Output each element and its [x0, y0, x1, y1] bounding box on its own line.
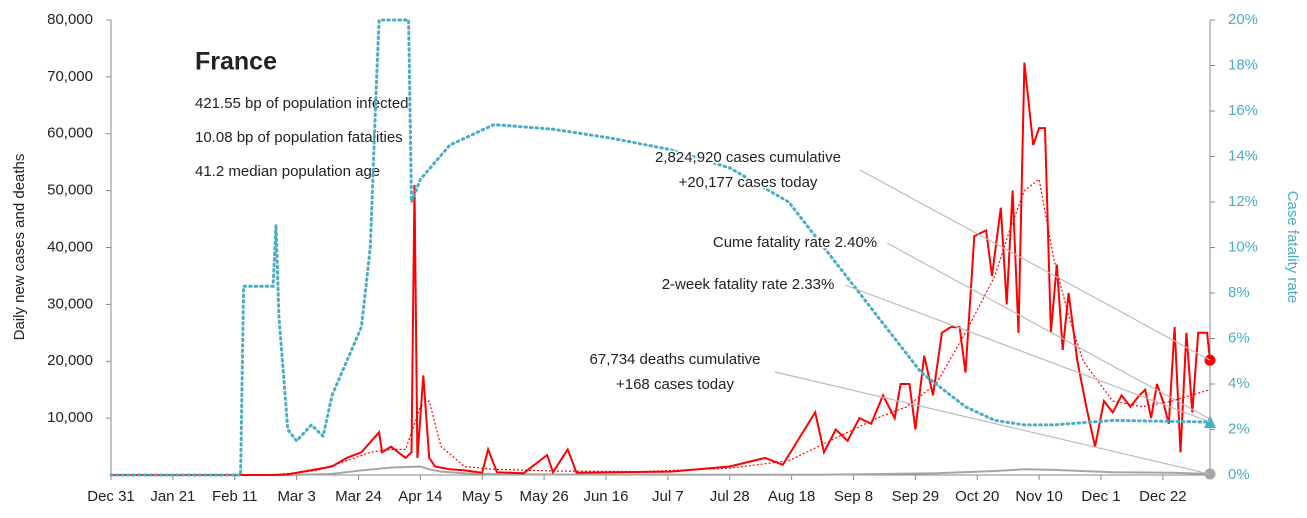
- y2-tick-label: 6%: [1228, 329, 1250, 346]
- series-line: [111, 465, 1211, 476]
- x-tick-label: Feb 11: [212, 488, 258, 505]
- y2-axis-label: Case fatality rate: [1284, 191, 1301, 304]
- y2-tick-label: 16%: [1228, 102, 1258, 119]
- annotation: 2,824,920 cases cumulative: [655, 149, 841, 166]
- leader-line: [886, 242, 1211, 420]
- x-tick-label: Apr 14: [398, 488, 442, 505]
- y-tick-label: 60,000: [47, 125, 93, 142]
- y-tick-label: 10,000: [47, 409, 93, 426]
- leader-line: [844, 284, 1211, 423]
- x-tick-label: Jul 28: [710, 488, 750, 505]
- x-tick-label: Sep 8: [834, 488, 873, 505]
- y2-tick-label: 0%: [1228, 466, 1250, 483]
- y-tick-label: 30,000: [47, 295, 93, 312]
- x-tick-label: Mar 3: [277, 488, 315, 505]
- x-tick-label: Mar 24: [335, 488, 382, 505]
- y-axis-label: Daily new cases and deaths: [11, 154, 28, 341]
- y-tick-label: 20,000: [47, 352, 93, 369]
- series-line: [109, 18, 1212, 477]
- x-tick-label: Aug 18: [768, 488, 816, 505]
- y2-tick-label: 8%: [1228, 284, 1250, 301]
- annotation: +20,177 cases today: [679, 174, 818, 191]
- x-tick-label: Dec 1: [1081, 488, 1120, 505]
- series-line: [111, 178, 1211, 476]
- y-tick-label: 70,000: [47, 68, 93, 85]
- chart-title: France: [195, 48, 277, 76]
- annotation: Cume fatality rate 2.40%: [713, 234, 877, 251]
- y2-tick-label: 20%: [1228, 11, 1258, 28]
- x-tick-label: Dec 31: [87, 488, 135, 505]
- x-tick-label: May 5: [462, 488, 503, 505]
- y2-tick-label: 14%: [1228, 147, 1258, 164]
- x-tick-label: Sep 29: [892, 488, 940, 505]
- annotation: 67,734 deaths cumulative: [590, 351, 761, 368]
- leader-line: [859, 169, 1211, 361]
- x-tick-label: Nov 10: [1015, 488, 1063, 505]
- y-tick-label: 80,000: [47, 11, 93, 28]
- info-line: 10.08 bp of population fatalities: [195, 129, 403, 146]
- info-line: 421.55 bp of population infected: [195, 95, 409, 112]
- y-tick-label: 50,000: [47, 182, 93, 199]
- x-tick-label: Jan 21: [150, 488, 195, 505]
- series-line: [111, 62, 1211, 476]
- x-tick-label: Oct 20: [955, 488, 999, 505]
- y2-tick-label: 10%: [1228, 238, 1258, 255]
- y2-tick-label: 12%: [1228, 193, 1258, 210]
- y-tick-label: 40,000: [47, 238, 93, 255]
- y2-tick-label: 4%: [1228, 375, 1250, 392]
- y2-tick-label: 18%: [1228, 56, 1258, 73]
- annotation: +168 cases today: [616, 376, 735, 393]
- x-tick-label: Jun 16: [583, 488, 628, 505]
- y2-tick-label: 2%: [1228, 420, 1250, 437]
- info-line: 41.2 median population age: [195, 163, 380, 180]
- x-tick-label: Dec 22: [1139, 488, 1187, 505]
- leader-line: [774, 371, 1211, 475]
- x-tick-label: May 26: [520, 488, 569, 505]
- annotation: 2-week fatality rate 2.33%: [662, 276, 835, 293]
- x-tick-label: Jul 7: [652, 488, 684, 505]
